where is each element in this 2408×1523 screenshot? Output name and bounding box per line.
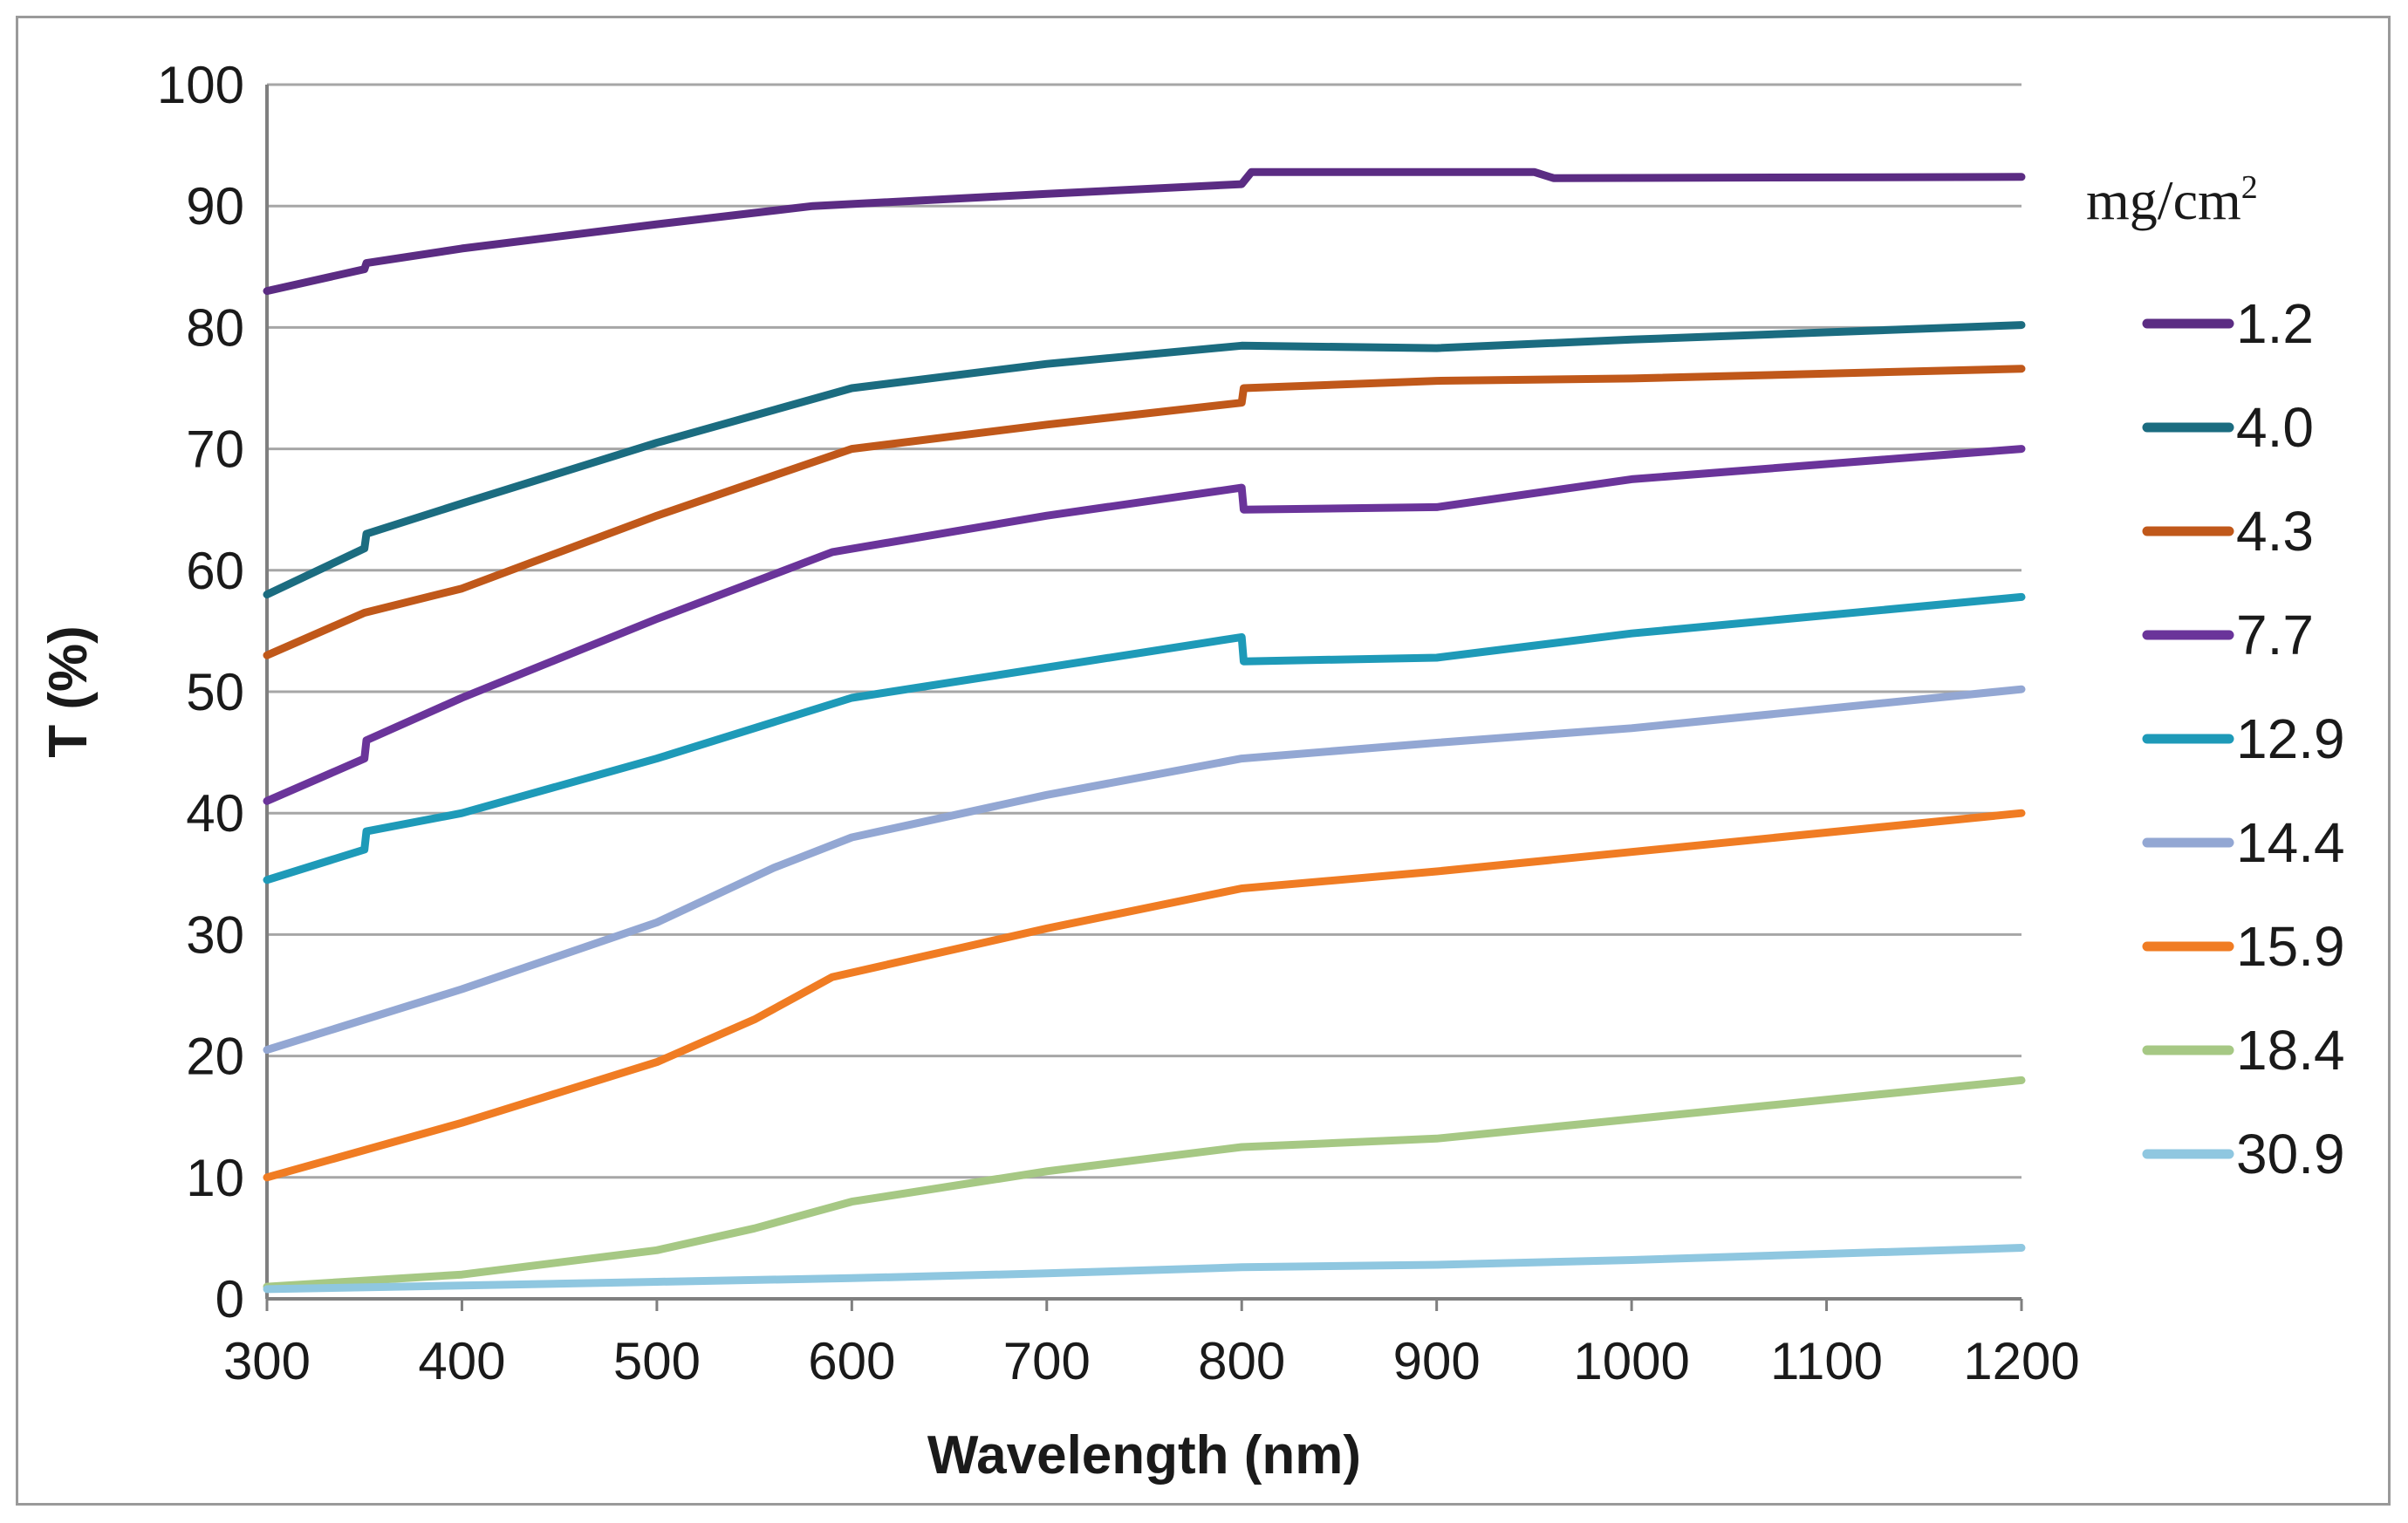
legend-label-18.4: 18.4 [2236,1019,2345,1082]
series-line-18.4 [263,1076,2026,1291]
y-tick-label: 10 [186,1149,244,1207]
series-line-14.4 [263,685,2026,1055]
x-tick-label: 400 [418,1332,505,1390]
chart-container: 0 10 20 30 40 50 60 70 80 90 100 300 400 500 600 700 800… [16,16,2391,1506]
series-line-4.3 [263,365,2026,659]
series-line-1.2 [263,167,2026,296]
legend-label-15.9: 15.9 [2236,915,2345,978]
series-line-30.9 [263,1244,2026,1294]
y-tick-label: 60 [186,542,244,600]
series-line-15.9 [263,809,2026,1182]
x-tick-label: 700 [1003,1332,1091,1390]
x-tick-label: 1200 [1963,1332,2079,1390]
x-tick-label: 1100 [1770,1332,1883,1390]
series-line-12.9 [263,592,2026,884]
y-axis-title: T (%) [38,625,99,758]
legend-label-30.9: 30.9 [2236,1123,2345,1185]
series-line-4.0 [263,321,2026,599]
x-tick-label: 600 [808,1332,895,1390]
x-tick-label: 900 [1393,1332,1481,1390]
x-tick-label: 800 [1198,1332,1285,1390]
series-line-7.7 [263,445,2026,805]
transmittance-chart: 0 10 20 30 40 50 60 70 80 90 100 300 400 500 600 700 800… [38,56,2345,1485]
y-tick-label: 0 [215,1270,244,1328]
y-tick-label: 80 [186,298,244,357]
y-tick-label: 40 [186,784,244,843]
y-tick-label: 70 [186,420,244,479]
tick-labels: 0 10 20 30 40 50 60 70 80 90 100 300 400 500 600 700 800… [157,56,2080,1390]
x-axis-title: Wavelength (nm) [927,1425,1361,1485]
axes [265,85,2023,1311]
legend-title-superscript: 2 [2241,169,2258,206]
x-tick-label: 300 [223,1332,311,1390]
gridlines [267,83,2021,1179]
y-tick-label: 50 [186,663,244,721]
data-series [263,167,2026,1294]
legend-label-12.9: 12.9 [2236,707,2345,770]
x-tick-label: 1000 [1573,1332,1689,1390]
x-tick-label: 500 [613,1332,701,1390]
legend-label-1.2: 1.2 [2236,292,2314,355]
legend-label-7.7: 7.7 [2236,604,2314,666]
legend-label-4.3: 4.3 [2236,500,2314,563]
legend-title: mg/cm2 [2086,169,2258,231]
y-tick-label: 30 [186,905,244,964]
legend-label-4.0: 4.0 [2236,396,2314,459]
y-tick-label: 90 [186,177,244,236]
legend: mg/cm2 1.2 4.0 4.3 7.7 12.9 14.4 15.9 18.4 30.9 [2086,169,2345,1185]
legend-label-14.4: 14.4 [2236,811,2345,874]
y-tick-label: 100 [157,56,244,114]
y-tick-label: 20 [186,1028,244,1086]
legend-title-unit: mg/cm [2086,169,2241,231]
